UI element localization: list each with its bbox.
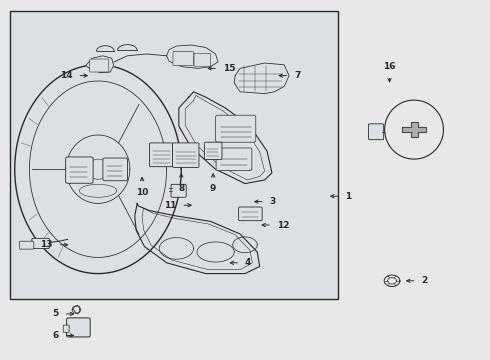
Text: 11: 11 (164, 201, 176, 210)
FancyBboxPatch shape (149, 143, 173, 167)
FancyBboxPatch shape (103, 158, 127, 181)
Text: 13: 13 (40, 240, 53, 249)
Text: 12: 12 (277, 220, 290, 230)
Polygon shape (402, 122, 426, 137)
Polygon shape (86, 56, 114, 73)
Text: 15: 15 (223, 64, 236, 73)
Text: 10: 10 (136, 188, 148, 197)
Text: 16: 16 (383, 62, 396, 71)
FancyBboxPatch shape (173, 51, 194, 66)
Text: 9: 9 (210, 184, 217, 193)
Polygon shape (167, 45, 218, 68)
Text: 5: 5 (52, 309, 59, 318)
FancyBboxPatch shape (90, 59, 109, 72)
Text: 7: 7 (294, 71, 300, 80)
FancyBboxPatch shape (67, 318, 90, 337)
FancyBboxPatch shape (66, 157, 93, 183)
Polygon shape (135, 203, 260, 274)
FancyBboxPatch shape (204, 142, 222, 159)
FancyBboxPatch shape (20, 241, 34, 249)
Polygon shape (234, 63, 289, 94)
FancyBboxPatch shape (171, 184, 186, 197)
Text: 8: 8 (178, 184, 184, 193)
FancyBboxPatch shape (172, 143, 199, 167)
FancyBboxPatch shape (216, 115, 256, 142)
Text: 3: 3 (270, 197, 276, 206)
FancyBboxPatch shape (194, 53, 211, 66)
Bar (10, 11, 338, 299)
Text: 4: 4 (245, 258, 251, 267)
FancyBboxPatch shape (63, 325, 69, 332)
Text: 6: 6 (52, 331, 59, 340)
FancyBboxPatch shape (368, 124, 384, 140)
Text: 14: 14 (60, 71, 73, 80)
FancyBboxPatch shape (216, 148, 252, 171)
FancyBboxPatch shape (32, 238, 49, 248)
FancyBboxPatch shape (239, 207, 262, 221)
Text: 2: 2 (421, 276, 428, 285)
Text: 1: 1 (345, 192, 352, 201)
